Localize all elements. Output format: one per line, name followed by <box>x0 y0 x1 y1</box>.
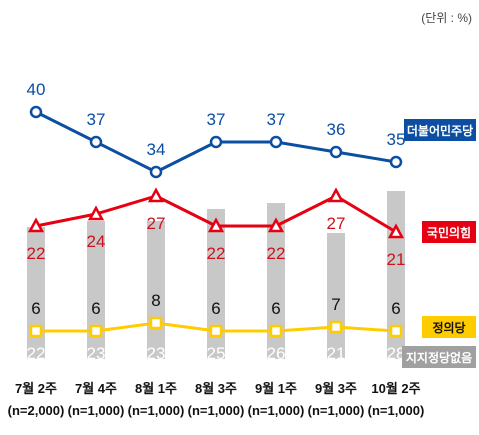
legend-label: 더불어민주당 <box>407 123 473 138</box>
bar-jijijeongdang-eopseum <box>207 209 225 359</box>
marker-circle <box>209 135 223 149</box>
legend-label: 정의당 <box>432 320 465 335</box>
data-label-jijijeongdang-eopseum: 23 <box>87 344 106 363</box>
marker-circle <box>89 135 103 149</box>
data-label-series-1: 36 <box>327 120 346 139</box>
x-tick-week: 8월 1주 <box>135 381 177 396</box>
x-axis: 7월 2주 (n=2,000) 7월 4주 (n=1,000) 8월 1주 (n=1,00… <box>8 381 425 418</box>
marker-square <box>209 324 223 338</box>
x-tick-sample: (n=1,000) <box>308 403 365 418</box>
marker-triangle <box>387 223 405 239</box>
legend-label: 국민의힘 <box>427 225 471 240</box>
x-tick-week: 9월 1주 <box>255 381 297 396</box>
legend-swatch <box>404 119 476 141</box>
x-tick-sample: (n=1,000) <box>68 403 125 418</box>
data-label-series-2: 24 <box>87 232 106 251</box>
data-label-jijijeongdang-eopseum: 26 <box>267 344 286 363</box>
x-tick-sample: (n=1,000) <box>248 403 305 418</box>
data-label-series-2: 22 <box>207 244 226 263</box>
x-tick-week: 10월 2주 <box>371 381 420 396</box>
data-label-jijijeongdang-eopseum: 23 <box>147 344 166 363</box>
data-label-series-1: 37 <box>87 110 106 129</box>
legend-swatch <box>422 316 476 338</box>
marker-square <box>29 324 43 338</box>
data-label-series-3: 7 <box>331 295 340 314</box>
data-label-series-3: 8 <box>151 291 160 310</box>
legend-swatch <box>422 221 476 243</box>
unit-note: (단위 : %) <box>421 11 472 25</box>
marker-square <box>89 324 103 338</box>
x-tick-sample: (n=2,000) <box>8 403 65 418</box>
x-tick-week: 7월 2주 <box>15 381 57 396</box>
data-label-jijijeongdang-eopseum: 22 <box>27 344 46 363</box>
x-tick-sample: (n=1,000) <box>128 403 185 418</box>
marker-circle <box>389 155 403 169</box>
data-label-series-1: 35 <box>387 130 406 149</box>
bar-jijijeongdang-eopseum <box>267 203 285 359</box>
marker-square <box>389 324 403 338</box>
marker-circle <box>29 105 43 119</box>
marker-triangle <box>207 217 225 233</box>
data-label-series-1: 40 <box>27 80 46 99</box>
data-label-series-3: 6 <box>31 299 40 318</box>
data-label-series-1: 34 <box>147 140 166 159</box>
data-label-series-2: 21 <box>387 250 406 269</box>
marker-square <box>269 324 283 338</box>
x-tick-week: 7월 4주 <box>75 381 117 396</box>
data-label-series-1: 37 <box>207 110 226 129</box>
data-label-series-3: 6 <box>391 299 400 318</box>
bar-jijijeongdang-eopseum <box>147 221 165 359</box>
bar-jijijeongdang-eopseum <box>87 221 105 359</box>
data-label-jijijeongdang-eopseum: 21 <box>327 344 346 363</box>
data-label-jijijeongdang-eopseum: 25 <box>207 344 226 363</box>
marker-triangle <box>267 217 285 233</box>
legend-swatch <box>402 346 476 368</box>
x-tick-week: 9월 3주 <box>315 381 357 396</box>
marker-triangle <box>147 187 165 203</box>
marker-circle <box>269 135 283 149</box>
data-label-series-3: 6 <box>91 299 100 318</box>
data-label-series-3: 6 <box>211 299 220 318</box>
marker-triangle <box>327 187 345 203</box>
data-label-series-2: 27 <box>327 214 346 233</box>
data-label-series-2: 27 <box>147 214 166 233</box>
marker-circle <box>149 165 163 179</box>
data-label-series-2: 22 <box>27 244 46 263</box>
marker-triangle <box>27 217 45 233</box>
x-tick-week: 8월 3주 <box>195 381 237 396</box>
data-label-jijijeongdang-eopseum: 28 <box>387 344 406 363</box>
x-tick-sample: (n=1,000) <box>188 403 245 418</box>
x-tick-sample: (n=1,000) <box>368 403 425 418</box>
markers-layer <box>27 105 405 338</box>
data-label-series-2: 22 <box>267 244 286 263</box>
labels-layer: 22 23 23 25 26 21 28 40 37 34 37 37 36 35 22 24 27 22 22 27… <box>27 80 406 363</box>
marker-square <box>329 320 343 334</box>
marker-triangle <box>87 205 105 221</box>
marker-square <box>149 316 163 330</box>
data-label-series-3: 6 <box>271 299 280 318</box>
data-label-series-1: 37 <box>267 110 286 129</box>
legend-label: 지지정당없음 <box>406 350 472 365</box>
marker-circle <box>329 145 343 159</box>
